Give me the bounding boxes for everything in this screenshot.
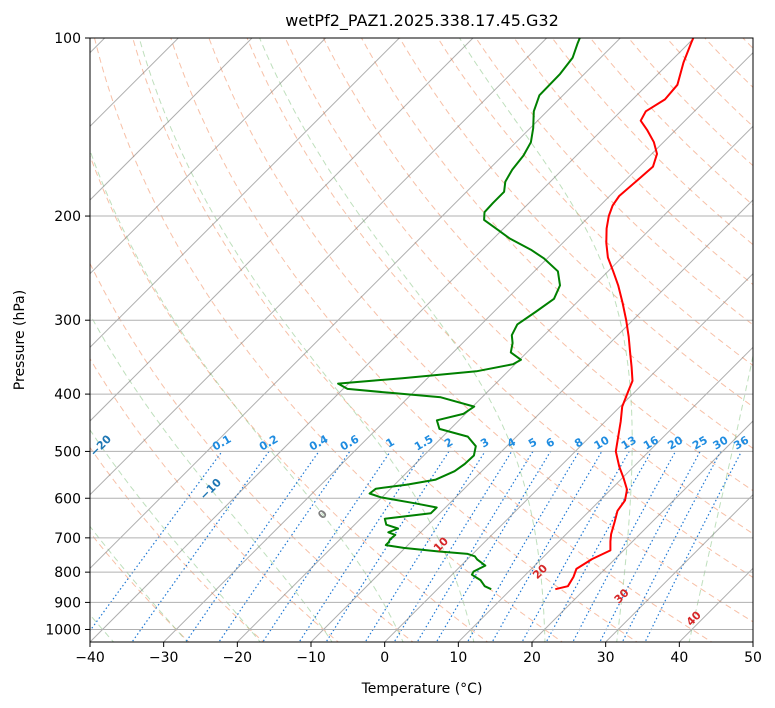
- x-tick-label: −10: [296, 650, 326, 666]
- dry-adiabat-line: [475, 38, 753, 326]
- mixing-ratio-line: [325, 451, 450, 642]
- dewpoint-profile-line: [337, 38, 581, 591]
- x-tick-label: 30: [597, 650, 615, 666]
- x-tick-label: 40: [670, 650, 688, 666]
- x-axis-ticks: −40 −30 −20 −10 0 10 20 30 40 50: [75, 642, 762, 666]
- isotherm-line: [90, 38, 474, 422]
- dry-adiabat-line: [90, 154, 489, 642]
- mixing-ratio-line: [621, 451, 722, 642]
- isotherm-line: [310, 199, 753, 642]
- y-tick-label: 100: [54, 31, 81, 47]
- x-tick-label: −40: [75, 650, 105, 666]
- y-tick-label: 500: [54, 444, 81, 460]
- y-tick-label: 700: [54, 531, 81, 547]
- temperature-profile-line: [555, 38, 695, 591]
- mixing-ratio-line: [364, 451, 486, 642]
- isotherm-line: [604, 493, 753, 642]
- mixing-ratio-line: [218, 451, 351, 642]
- mixing-ratio-line: [185, 451, 320, 642]
- y-tick-label: 1000: [45, 622, 81, 638]
- dry-adiabat-line: [513, 38, 753, 286]
- isotherm-line: [162, 51, 753, 642]
- dry-adiabat-line: [90, 262, 414, 642]
- x-tick-label: −20: [223, 650, 253, 666]
- mixing-ratio-line: [393, 451, 513, 642]
- isotherm-line: [90, 38, 327, 275]
- x-tick-label: 20: [523, 650, 541, 666]
- y-tick-label: 300: [54, 313, 81, 329]
- x-tick-label: 10: [449, 650, 467, 666]
- mixing-ratio-line: [435, 451, 552, 642]
- mixing-ratio-line: [262, 451, 391, 642]
- isotherm-line: [90, 38, 253, 201]
- pressure-gridlines: [90, 38, 753, 630]
- x-axis-label: Temperature (°C): [361, 681, 483, 697]
- isotherm-line: [457, 346, 753, 642]
- y-tick-label: 600: [54, 491, 81, 507]
- x-tick-label: 0: [380, 650, 389, 666]
- y-tick-label: 900: [54, 595, 81, 611]
- y-tick-label: 400: [54, 387, 81, 403]
- mixing-ratio-line: [90, 451, 223, 632]
- mixing-ratio-lines: [90, 451, 743, 642]
- mixing-ratio-line: [298, 451, 425, 642]
- x-tick-label: 50: [744, 650, 762, 666]
- plot-frame: [89, 37, 754, 643]
- isotherm-line: [90, 38, 622, 570]
- isotherm-line: [383, 272, 753, 642]
- isotherm-line: [531, 420, 753, 642]
- isotherm-line: [90, 38, 695, 642]
- sounding-series: [337, 38, 695, 591]
- mixing-ratio-line: [599, 451, 701, 642]
- mixing-ratio-line: [545, 451, 652, 642]
- y-tick-label: 200: [54, 209, 81, 225]
- skewed-isotherms: [90, 38, 753, 642]
- y-axis-ticks: 100 200 300 400 500 600 700 800 900 1000: [45, 31, 90, 638]
- chart-title: wetPf2_PAZ1.2025.338.17.45.G32: [285, 11, 559, 31]
- mixing-ratio-line: [572, 451, 677, 642]
- x-tick-label: −30: [149, 650, 179, 666]
- y-tick-label: 800: [54, 565, 81, 581]
- plot-area: −100−90−80−70−60−50−40−30−20−10010203040…: [90, 38, 753, 642]
- isotherm-line: [236, 125, 753, 642]
- mixing-ratio-line: [466, 451, 580, 642]
- isotherm-line: [90, 38, 548, 496]
- mixing-ratio-line: [131, 451, 270, 642]
- isotherm-line: [90, 38, 401, 349]
- y-axis-label: Pressure (hPa): [12, 290, 28, 390]
